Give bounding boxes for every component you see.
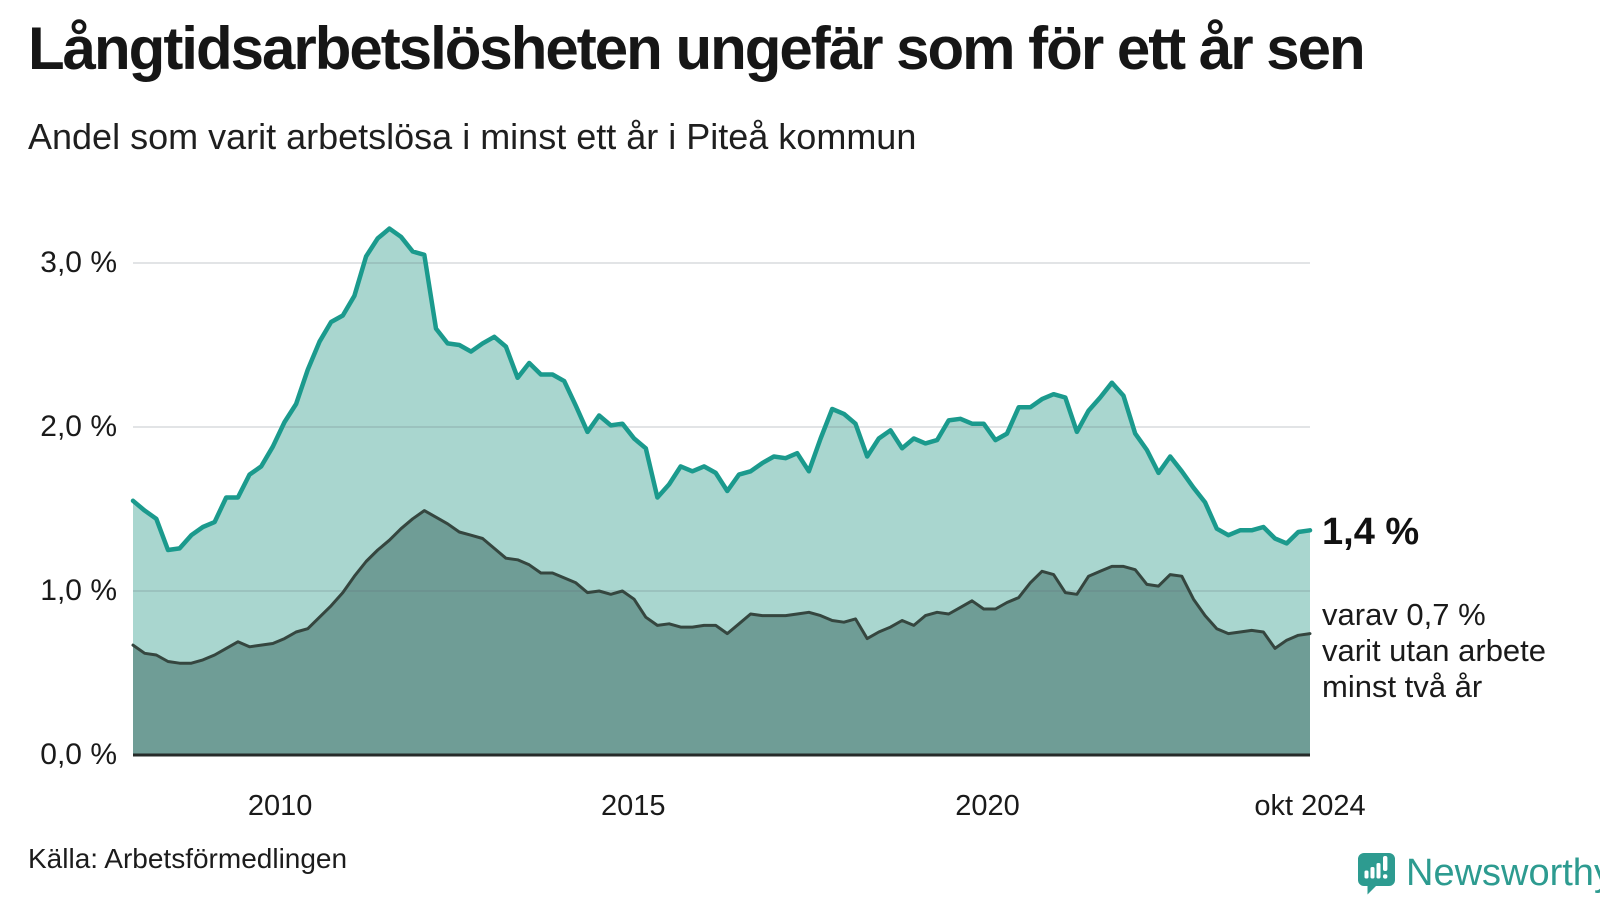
area-fill-one-year bbox=[133, 228, 1310, 756]
x-axis-tick-label: 2015 bbox=[600, 790, 666, 822]
annotation-line: minst två år bbox=[1322, 669, 1483, 704]
area-fill-two-years bbox=[133, 510, 1310, 755]
y-axis-tick-label: 0,0 % bbox=[40, 738, 117, 771]
x-axis-tick-label: 2020 bbox=[955, 790, 1020, 822]
y-axis-tick-label: 3,0 % bbox=[40, 246, 117, 279]
page-title: Långtidsarbetslösheten ungefär som för e… bbox=[28, 15, 1366, 82]
brand-name: Newsworthy bbox=[1406, 852, 1600, 894]
latest-value-annotation: 1,4 % bbox=[1322, 511, 1420, 553]
y-axis-tick-label: 2,0 % bbox=[40, 410, 117, 443]
secondary-value-annotation: varav 0,7 % varit utan arbete minst två … bbox=[1322, 597, 1546, 705]
bar-2 bbox=[1370, 867, 1375, 879]
annotation-line: varit utan arbete bbox=[1322, 633, 1547, 668]
newsworthy-bubble-icon bbox=[1358, 853, 1395, 895]
x-axis-tick-label: okt 2024 bbox=[1254, 790, 1366, 822]
x-axis-tick-label: 2010 bbox=[247, 790, 313, 822]
bar-1 bbox=[1364, 870, 1369, 879]
bar-3 bbox=[1376, 863, 1381, 879]
series-line-two-years bbox=[131, 509, 1312, 665]
annotation-line: varav 0,7 % bbox=[1322, 597, 1486, 632]
brand-logo-lockup: Newsworthy bbox=[1356, 851, 1600, 895]
exclamation-stem bbox=[1383, 856, 1388, 871]
y-axis-tick-label: 1,0 % bbox=[40, 574, 117, 607]
exclamation-dot bbox=[1383, 874, 1388, 879]
chart-subtitle: Andel som varit arbetslösa i minst ett å… bbox=[28, 116, 917, 157]
source-credit: Källa: Arbetsförmedlingen bbox=[28, 843, 348, 874]
series-line-one-year bbox=[130, 226, 1313, 553]
